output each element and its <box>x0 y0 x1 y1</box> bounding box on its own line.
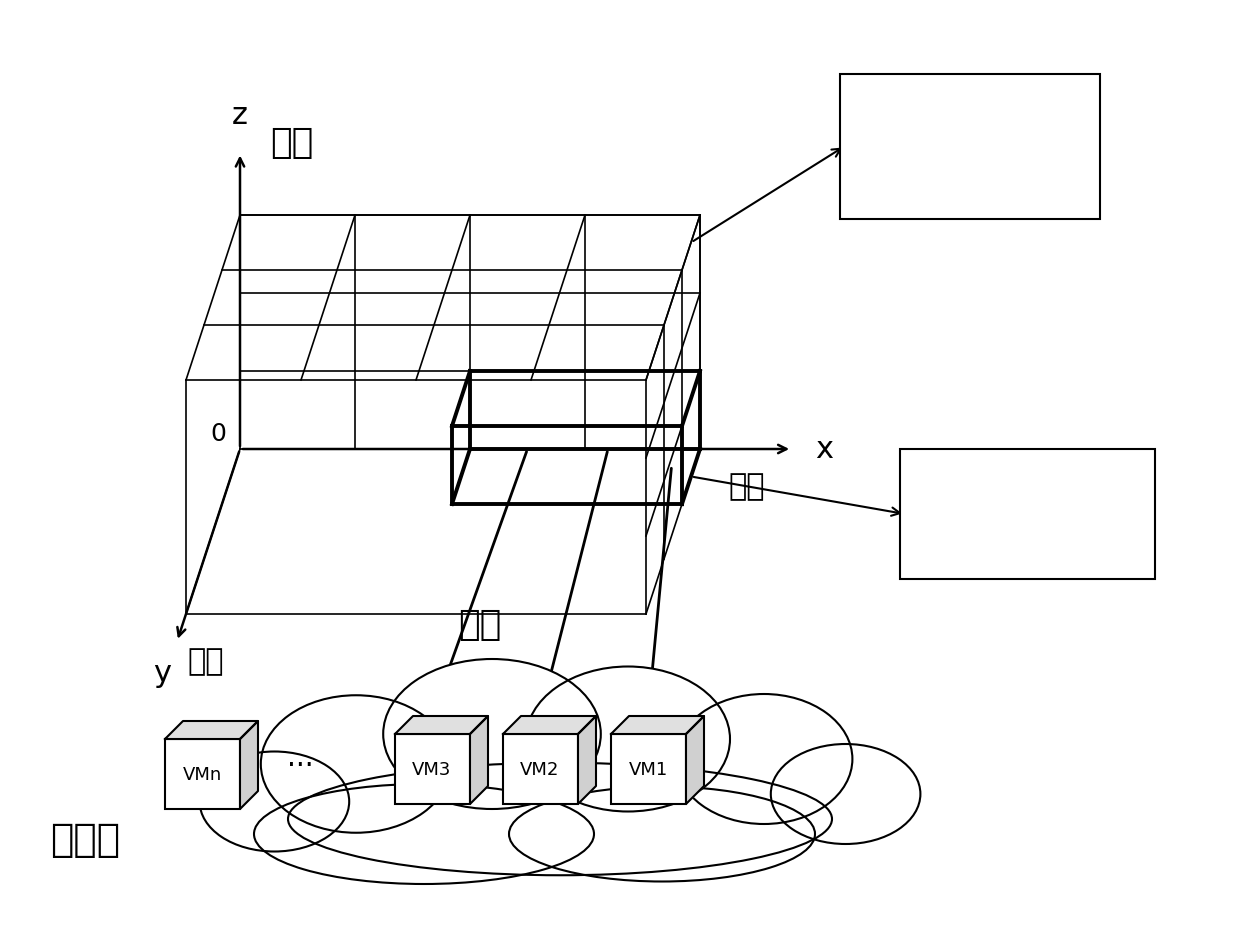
Polygon shape <box>396 716 489 734</box>
FancyBboxPatch shape <box>611 734 686 805</box>
Text: 0: 0 <box>210 421 226 445</box>
Text: 云空间: 云空间 <box>50 820 120 858</box>
Text: 逻辑清晰: 逻辑清晰 <box>910 494 963 513</box>
Ellipse shape <box>771 744 920 844</box>
Text: VMn: VMn <box>182 766 222 783</box>
Ellipse shape <box>288 763 832 875</box>
FancyBboxPatch shape <box>165 740 241 809</box>
Polygon shape <box>611 716 704 734</box>
Ellipse shape <box>200 752 350 852</box>
Text: 开发简单: 开发简单 <box>910 522 963 541</box>
Text: x: x <box>815 435 833 464</box>
Text: 映射: 映射 <box>459 607 502 641</box>
Text: 单个教师: 单个教师 <box>849 119 904 139</box>
Polygon shape <box>686 716 704 805</box>
Ellipse shape <box>676 694 852 824</box>
Polygon shape <box>241 721 258 809</box>
Text: VM3: VM3 <box>413 760 451 779</box>
Text: 教师: 教师 <box>270 125 314 160</box>
Text: 班级: 班级 <box>187 647 223 676</box>
Text: VM2: VM2 <box>521 760 559 779</box>
Text: 单个班级: 单个班级 <box>849 148 904 169</box>
Ellipse shape <box>254 784 594 884</box>
Text: 维护容易: 维护容易 <box>910 549 963 570</box>
Text: VM1: VM1 <box>629 760 667 779</box>
Polygon shape <box>470 716 489 805</box>
Text: z: z <box>232 101 248 130</box>
Text: 优点：: 优点： <box>910 463 950 483</box>
Text: 单个空间：: 单个空间： <box>849 89 916 109</box>
Text: 单个课程: 单个课程 <box>849 179 904 199</box>
Polygon shape <box>165 721 258 740</box>
Text: 课程: 课程 <box>728 471 765 500</box>
Ellipse shape <box>260 695 451 832</box>
Polygon shape <box>503 716 596 734</box>
Ellipse shape <box>526 667 730 812</box>
FancyBboxPatch shape <box>839 75 1100 220</box>
FancyBboxPatch shape <box>503 734 578 805</box>
Ellipse shape <box>508 787 815 882</box>
Text: ...: ... <box>286 743 314 771</box>
Text: y: y <box>154 658 171 688</box>
FancyBboxPatch shape <box>396 734 470 805</box>
FancyBboxPatch shape <box>900 449 1154 579</box>
Polygon shape <box>578 716 596 805</box>
Ellipse shape <box>383 659 601 809</box>
